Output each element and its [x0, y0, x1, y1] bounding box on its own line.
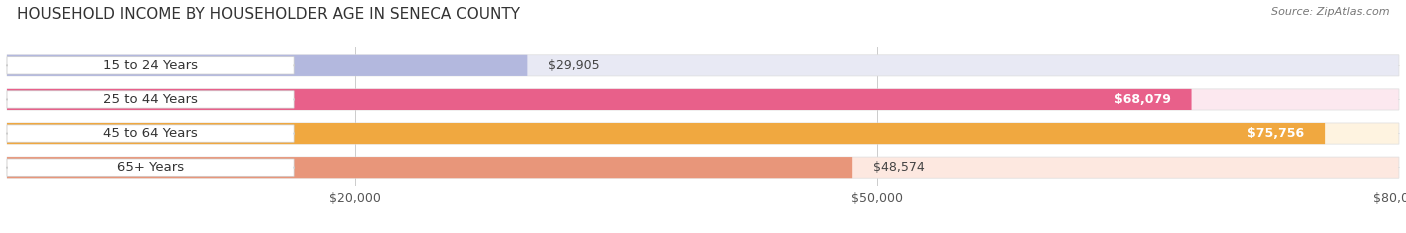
FancyBboxPatch shape: [7, 123, 1399, 144]
Text: 45 to 64 Years: 45 to 64 Years: [103, 127, 198, 140]
FancyBboxPatch shape: [7, 123, 1324, 144]
Text: HOUSEHOLD INCOME BY HOUSEHOLDER AGE IN SENECA COUNTY: HOUSEHOLD INCOME BY HOUSEHOLDER AGE IN S…: [17, 7, 520, 22]
FancyBboxPatch shape: [7, 157, 852, 178]
Text: 25 to 44 Years: 25 to 44 Years: [103, 93, 198, 106]
FancyBboxPatch shape: [7, 57, 294, 74]
FancyBboxPatch shape: [7, 55, 1399, 76]
FancyBboxPatch shape: [7, 159, 294, 176]
Text: $75,756: $75,756: [1247, 127, 1305, 140]
Text: 15 to 24 Years: 15 to 24 Years: [103, 59, 198, 72]
FancyBboxPatch shape: [7, 89, 1191, 110]
FancyBboxPatch shape: [7, 125, 294, 142]
Text: 65+ Years: 65+ Years: [117, 161, 184, 174]
Text: $68,079: $68,079: [1114, 93, 1171, 106]
Text: $29,905: $29,905: [548, 59, 600, 72]
FancyBboxPatch shape: [7, 89, 1399, 110]
Text: $48,574: $48,574: [873, 161, 925, 174]
FancyBboxPatch shape: [7, 91, 294, 108]
FancyBboxPatch shape: [7, 55, 527, 76]
FancyBboxPatch shape: [7, 157, 1399, 178]
Text: Source: ZipAtlas.com: Source: ZipAtlas.com: [1271, 7, 1389, 17]
